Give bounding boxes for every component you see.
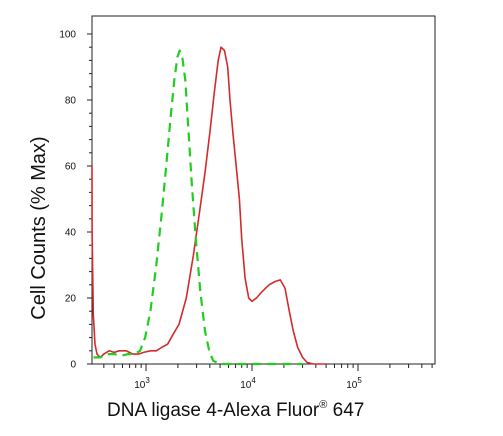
y-tick-label: 20 [65, 294, 77, 305]
x-tick-label: 105 [346, 376, 362, 391]
x-tick-label: 104 [240, 376, 256, 391]
plot-area-border [91, 15, 436, 365]
y-axis-label: Cell Counts (% Max) [28, 136, 50, 319]
y-axis-ticks: 0 20 40 60 80 100 [59, 30, 92, 371]
y-tick-label: 100 [59, 30, 76, 41]
plot-frame [91, 15, 436, 365]
y-tick-label: 0 [70, 360, 76, 371]
x-axis-label-tail: 647 [327, 400, 364, 421]
series-line-red-solid [91, 46, 327, 365]
series-layer [91, 46, 327, 366]
y-tick-label: 40 [65, 228, 77, 239]
y-tick-label: 80 [65, 96, 77, 107]
x-axis-ticks: 103 104 105 [103, 364, 433, 391]
x-axis-label-main: DNA ligase 4-Alexa Fluor [107, 400, 320, 421]
x-axis-label-registered-mark: ® [319, 399, 327, 411]
x-axis-label: DNA ligase 4-Alexa Fluor® 647 [107, 399, 364, 421]
y-tick-label: 60 [65, 162, 77, 173]
series-line-green-dashed [93, 49, 303, 366]
x-tick-label: 103 [134, 376, 150, 391]
